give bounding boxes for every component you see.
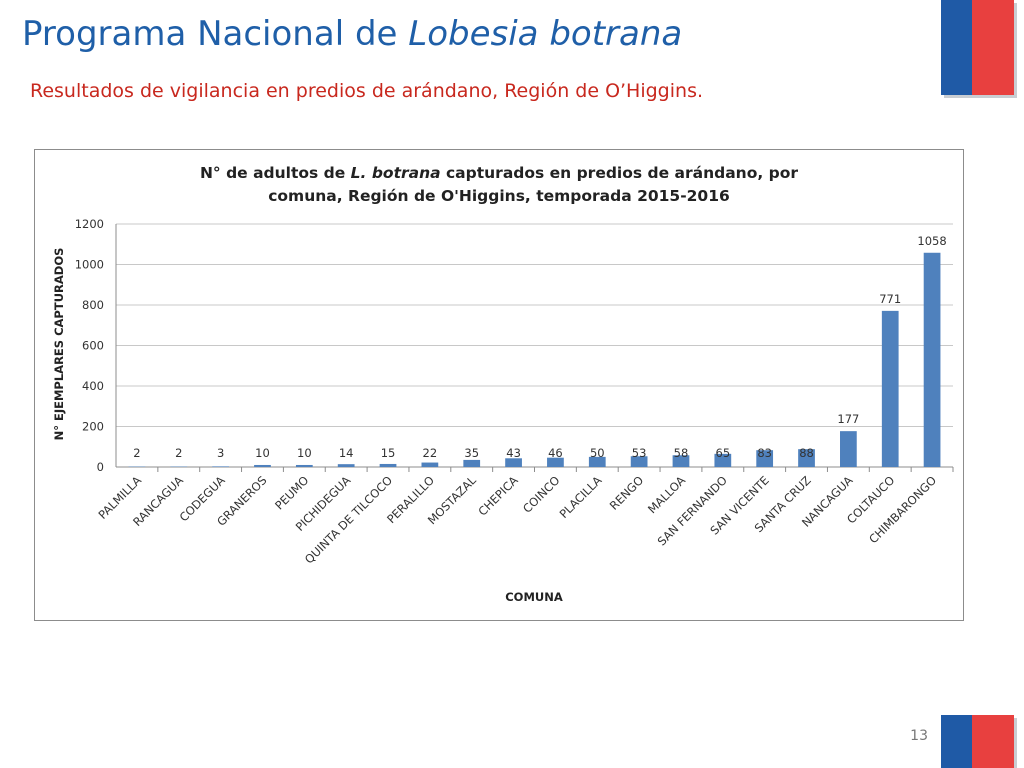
- page-number: 13: [910, 728, 928, 744]
- data-label: 771: [879, 292, 901, 306]
- chart-title-line-2: comuna, Región de O'Higgins, temporada 2…: [268, 187, 730, 205]
- x-tick-label: PLACILLA: [557, 473, 605, 521]
- data-label: 58: [674, 446, 689, 460]
- x-tick-label: COINCO: [520, 473, 563, 516]
- y-tick-label: 0: [97, 460, 104, 474]
- y-tick-label: 1000: [75, 258, 104, 272]
- slide-title: Programa Nacional de Lobesia botrana: [22, 14, 682, 54]
- bar: [798, 449, 815, 467]
- chart-title-suffix: capturados en predios de arándano, por: [441, 164, 799, 182]
- bar: [379, 463, 397, 467]
- data-label: 15: [381, 446, 396, 460]
- data-label: 35: [464, 446, 479, 460]
- flag-red-stripe: [972, 715, 1014, 768]
- data-label: 10: [255, 446, 270, 460]
- data-label: 14: [339, 446, 354, 460]
- data-label: 22: [423, 446, 438, 460]
- data-label: 2: [175, 446, 182, 460]
- bar: [630, 456, 648, 467]
- bar: [212, 466, 229, 467]
- data-label: 1058: [917, 234, 946, 248]
- flag-logo-top: [941, 0, 1017, 98]
- data-label: 53: [632, 446, 647, 460]
- bar: [588, 456, 606, 467]
- slide-title-prefix: Programa Nacional de: [22, 14, 409, 54]
- bar: [337, 464, 355, 467]
- flag-blue-stripe: [941, 0, 972, 95]
- y-tick-label: 200: [82, 420, 104, 434]
- data-label: 177: [837, 412, 859, 426]
- bar: [756, 450, 774, 467]
- slide-subtitle: Resultados de vigilancia en predios de a…: [30, 80, 704, 102]
- chart-title-prefix: N° de adultos de: [200, 164, 351, 182]
- data-label: 50: [590, 446, 605, 460]
- bar: [714, 453, 732, 467]
- bar: [881, 310, 899, 467]
- bar: [295, 464, 313, 467]
- data-label: 65: [716, 446, 731, 460]
- y-tick-label: 400: [82, 379, 104, 393]
- x-tick-label: CHEPICA: [475, 473, 520, 518]
- y-tick-label: 1200: [75, 217, 104, 231]
- bar: [254, 464, 271, 467]
- chart-title-line-1: N° de adultos de L. botrana capturados e…: [200, 164, 798, 182]
- data-label: 10: [297, 446, 312, 460]
- bar: [672, 455, 690, 467]
- bar: [923, 252, 941, 467]
- data-label: 3: [217, 446, 224, 460]
- data-label: 2: [133, 446, 140, 460]
- labels-layer: 0200400600800100012002PALMILLA2RANCAGUA3…: [75, 217, 947, 566]
- x-tick-label: RENGO: [607, 473, 646, 512]
- y-tick-label: 600: [82, 339, 104, 353]
- bar: [505, 458, 522, 467]
- grid-layer: [115, 223, 954, 472]
- slide-title-italic: Lobesia botrana: [408, 14, 683, 54]
- x-axis-title: COMUNA: [505, 590, 563, 604]
- bar-chart: N° de adultos de L. botrana capturados e…: [52, 164, 954, 604]
- chart-title-italic: L. botrana: [351, 164, 441, 182]
- data-label: 43: [506, 446, 521, 460]
- chart-container: N° de adultos de L. botrana capturados e…: [34, 149, 964, 621]
- bar: [547, 457, 564, 467]
- y-tick-label: 800: [82, 298, 104, 312]
- flag-blue-stripe: [941, 715, 972, 768]
- data-label: 88: [799, 446, 814, 460]
- data-label: 46: [548, 446, 563, 460]
- flag-logo-bottom: [941, 715, 1017, 768]
- bar: [840, 431, 857, 467]
- y-axis-title: N° EJEMPLARES CAPTURADOS: [52, 248, 66, 441]
- bars-layer: [128, 252, 941, 467]
- bar: [463, 459, 481, 467]
- x-tick-label: PEUMO: [272, 473, 311, 512]
- flag-red-stripe: [972, 0, 1014, 95]
- bar: [421, 462, 439, 467]
- data-label: 83: [757, 446, 772, 460]
- x-tick-label: MALLOA: [645, 473, 688, 516]
